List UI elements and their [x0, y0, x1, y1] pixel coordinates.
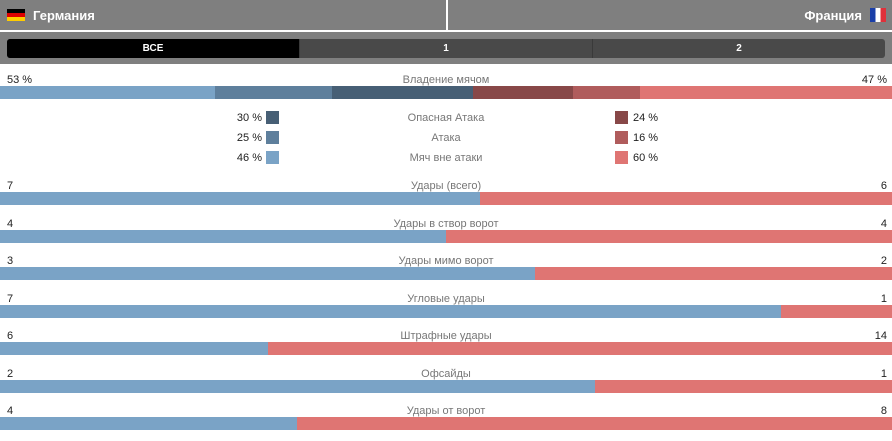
- away-value: 6: [880, 180, 887, 192]
- home-bar: [0, 379, 595, 393]
- stat-label: Штрафные удары: [400, 330, 492, 342]
- home-value: 53 %: [7, 74, 33, 86]
- home-value: 2: [7, 367, 14, 380]
- away-bar: [594, 379, 892, 393]
- away-value: 8: [880, 405, 887, 417]
- away-out-of-attack-segment: [640, 86, 892, 99]
- home-value: 4: [7, 405, 14, 417]
- home-dangerous-attack-segment: [332, 86, 473, 99]
- away-attack-segment: [573, 86, 641, 99]
- home-bar: [0, 304, 781, 318]
- tab-half-2[interactable]: 2: [736, 43, 742, 54]
- stat-label: Владение мячом: [402, 74, 490, 86]
- away-breakdown-value: 60 %: [633, 152, 659, 164]
- away-value: 47 %: [861, 74, 887, 86]
- tab-half-1[interactable]: 1: [300, 39, 593, 58]
- away-legend-swatch: [615, 151, 628, 164]
- home-value: 3: [7, 255, 14, 267]
- home-breakdown-value: 46 %: [236, 152, 262, 164]
- home-breakdown-value: 30 %: [236, 112, 262, 124]
- away-bar: [446, 229, 892, 243]
- stat-bar: [0, 267, 892, 280]
- breakdown-label: Опасная Атака: [407, 112, 485, 124]
- away-value: 1: [880, 292, 887, 305]
- stat-label: Удары мимо ворот: [398, 255, 494, 267]
- home-value: 7: [7, 180, 14, 192]
- home-legend-swatch: [266, 151, 279, 164]
- home-value: 6: [7, 330, 14, 342]
- away-breakdown-value: 24 %: [633, 112, 659, 124]
- stat-bar: [0, 229, 892, 243]
- home-legend-swatch: [266, 111, 279, 124]
- away-legend-swatch: [615, 111, 628, 124]
- home-attack-segment: [215, 86, 333, 99]
- away-breakdown-value: 16 %: [633, 132, 659, 144]
- away-team[interactable]: Франция: [445, 0, 892, 30]
- home-bar: [0, 192, 481, 205]
- match-header: Германия Франция: [0, 0, 892, 30]
- home-team[interactable]: Германия: [0, 0, 446, 30]
- stat-bar: [0, 342, 892, 355]
- home-breakdown-value: 25 %: [236, 132, 262, 144]
- away-legend-swatch: [615, 131, 628, 144]
- tab-all[interactable]: ВСЕ: [7, 39, 300, 58]
- home-bar: [0, 267, 536, 280]
- period-tabs-bar: ВСЕ 1 2: [0, 30, 892, 64]
- away-bar: [267, 342, 892, 355]
- away-value: 14: [874, 330, 887, 342]
- away-value: 4: [880, 217, 887, 230]
- breakdown-label: Мяч вне атаки: [409, 152, 483, 164]
- stat-bar: [0, 379, 892, 393]
- home-bar: [0, 417, 298, 430]
- stat-label: Удары от ворот: [406, 405, 486, 417]
- away-bar: [780, 304, 892, 318]
- home-team-name: Германия: [33, 7, 95, 23]
- away-value: 2: [880, 255, 887, 267]
- stat-label: Удары в створ ворот: [393, 217, 499, 230]
- away-value: 1: [880, 367, 887, 380]
- away-bar: [535, 267, 892, 280]
- breakdown-label: Атака: [431, 132, 461, 144]
- home-bar: [0, 229, 446, 243]
- stat-label: Угловые удары: [407, 292, 485, 305]
- germany-flag-icon: [7, 9, 25, 21]
- away-team-name: Франция: [804, 7, 862, 23]
- away-bar: [480, 192, 892, 205]
- home-out-of-attack-segment: [0, 86, 216, 99]
- period-tabs: ВСЕ 1 2: [7, 39, 885, 58]
- home-bar: [0, 342, 268, 355]
- home-value: 7: [7, 292, 14, 305]
- france-flag-icon: [870, 8, 886, 22]
- home-value: 4: [7, 217, 14, 230]
- home-legend-swatch: [266, 131, 279, 144]
- stat-bar: [0, 417, 892, 430]
- stat-bar: [0, 192, 892, 205]
- stat-bar: [0, 304, 892, 318]
- stat-label: Офсайды: [421, 367, 471, 380]
- away-bar: [297, 417, 892, 430]
- stat-label: Удары (всего): [410, 180, 482, 192]
- away-dangerous-attack-segment: [472, 86, 574, 99]
- possession-bar: [0, 86, 892, 99]
